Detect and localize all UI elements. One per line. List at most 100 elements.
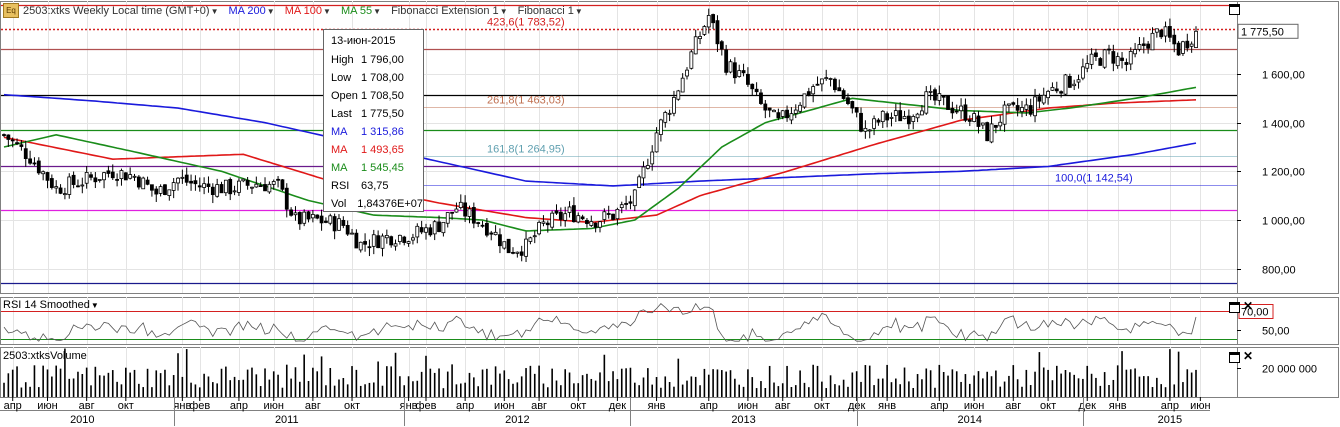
month-label: авг: [775, 400, 791, 412]
candle-body: [554, 210, 559, 214]
candle-body: [480, 224, 485, 227]
candle: [680, 73, 685, 93]
candle: [767, 107, 772, 118]
dropdown-arrow-icon[interactable]: ▼: [323, 6, 331, 16]
instrument-icon[interactable]: Eq: [3, 3, 19, 18]
candle: [97, 179, 102, 183]
candle-body: [915, 113, 920, 119]
candle: [189, 174, 193, 191]
month-label: апр: [230, 400, 248, 412]
candle-body: [97, 179, 102, 181]
candle-body: [84, 172, 89, 184]
candle: [1094, 48, 1098, 61]
candle: [802, 93, 807, 109]
volume-maximize-icon[interactable]: [1229, 352, 1240, 363]
candle: [506, 238, 511, 254]
candle: [119, 168, 124, 186]
tooltip-row: High 1 796,00: [331, 51, 423, 69]
candle-body: [541, 221, 546, 224]
candle-body: [780, 110, 785, 117]
candle-body: [2, 134, 6, 136]
candle-body: [67, 176, 72, 195]
rsi-title[interactable]: RSI 14 Smoothed ▼: [3, 299, 99, 311]
dropdown-arrow-icon[interactable]: ▼: [574, 6, 583, 16]
candle-body: [1033, 96, 1037, 117]
header-item-1[interactable]: MA 200▼: [228, 4, 275, 17]
fib-level-label: 100,0(1 142,54): [1055, 173, 1133, 185]
candle-body: [567, 206, 572, 213]
candle-body: [110, 171, 115, 179]
candle: [215, 178, 220, 198]
candle: [863, 120, 868, 139]
rsi-maximize-icon[interactable]: [1229, 302, 1240, 313]
tooltip-key: MA: [331, 144, 348, 156]
candle-body: [924, 91, 929, 114]
header-item-0[interactable]: 2503:xtks Weekly Local time (GMT+0)▼: [23, 4, 219, 17]
candle: [363, 233, 367, 252]
candle: [989, 115, 994, 144]
maximize-icon[interactable]: [1229, 4, 1240, 15]
candle-body: [1150, 32, 1155, 51]
dropdown-arrow-icon[interactable]: ▼: [210, 6, 219, 16]
candle: [545, 220, 550, 233]
year-label: 2010: [70, 414, 94, 426]
candle: [1028, 98, 1033, 117]
header-item-4[interactable]: Fibonacci Extension 1▼: [391, 4, 508, 17]
candle-body: [789, 113, 794, 121]
candle: [393, 239, 398, 251]
candle-body: [36, 160, 41, 174]
candle: [1050, 82, 1055, 91]
candle: [837, 79, 842, 92]
candle: [672, 90, 676, 117]
candle-body: [511, 251, 515, 254]
candle-body: [946, 95, 950, 110]
candle-body: [80, 184, 85, 187]
candle: [515, 251, 520, 258]
candle: [985, 121, 990, 142]
tooltip-value: 1 545,45: [361, 162, 404, 174]
candle: [645, 158, 650, 170]
month-label: авг: [1005, 400, 1021, 412]
header-item-5[interactable]: Fibonacci 1▼: [517, 4, 583, 17]
header-item-2[interactable]: MA 100▼: [284, 4, 331, 17]
candle: [876, 118, 881, 126]
candle: [406, 240, 411, 247]
candle-body: [941, 95, 946, 98]
candle-body: [437, 221, 441, 233]
candle-body: [545, 222, 550, 226]
candle-body: [680, 77, 685, 93]
candle: [367, 239, 372, 257]
dropdown-arrow-icon[interactable]: ▼: [90, 300, 99, 310]
dropdown-arrow-icon[interactable]: ▼: [373, 6, 382, 16]
candle-body: [341, 219, 346, 226]
dropdown-arrow-icon[interactable]: ▼: [499, 6, 508, 16]
candle-body: [411, 237, 415, 241]
year-label: 2014: [958, 414, 982, 426]
tooltip-row: Vol 1,84376E+07: [331, 195, 423, 213]
candle-body: [724, 49, 729, 73]
candle-body: [806, 91, 811, 96]
candle: [1181, 40, 1185, 56]
candle: [32, 157, 37, 166]
candle-body: [228, 179, 233, 195]
candle-body: [49, 178, 54, 188]
candle: [993, 124, 998, 134]
month-label: июн: [263, 400, 283, 412]
candle-body: [741, 70, 746, 74]
candle: [132, 173, 137, 181]
candle-body: [737, 70, 742, 77]
candle: [210, 183, 215, 204]
candle-body: [1041, 94, 1046, 104]
candle-body: [859, 112, 863, 132]
month-label: авг: [305, 400, 321, 412]
candle: [1172, 28, 1177, 53]
candle: [828, 77, 833, 87]
tooltip-row: MA 1 545,45: [331, 159, 423, 177]
tooltip-row: RSI 63,75: [331, 177, 423, 195]
month-label: апр: [700, 400, 718, 412]
candle-body: [115, 179, 120, 181]
volume-close-icon[interactable]: ✕: [1242, 349, 1254, 363]
dropdown-arrow-icon[interactable]: ▼: [266, 6, 275, 16]
rsi-close-icon[interactable]: ✕: [1242, 299, 1254, 313]
header-item-3[interactable]: MA 55▼: [340, 4, 382, 17]
